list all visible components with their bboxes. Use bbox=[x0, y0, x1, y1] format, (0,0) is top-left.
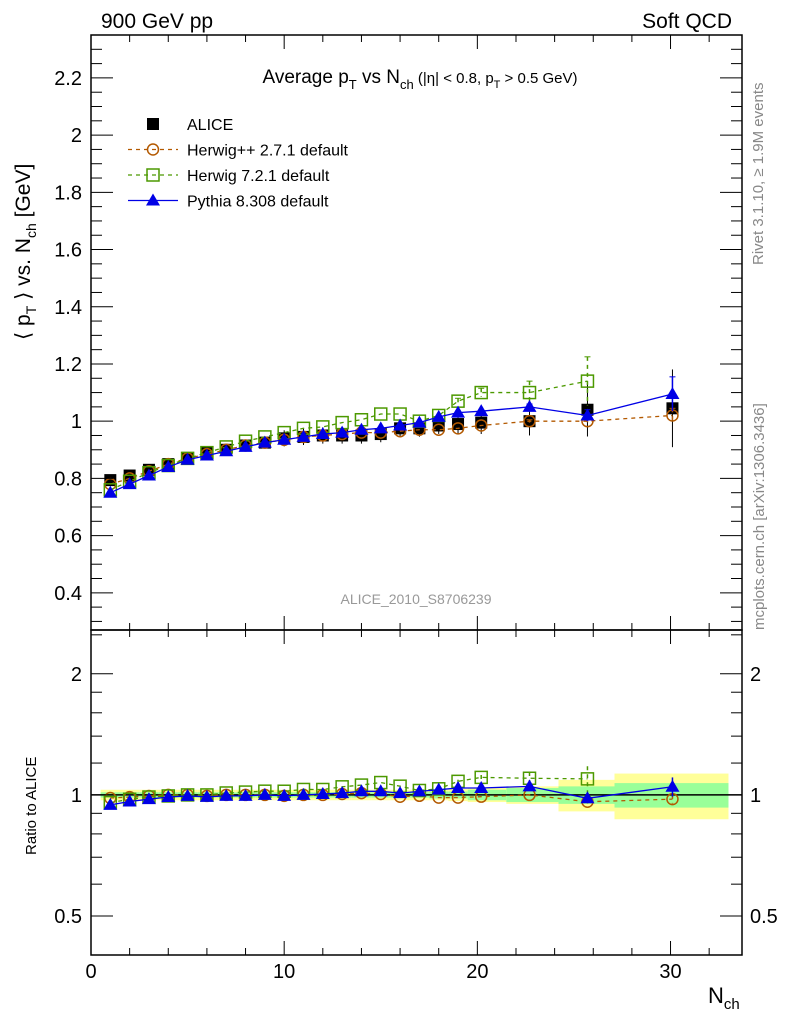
pythia-ratio-point bbox=[665, 779, 680, 792]
herwig7-line bbox=[110, 380, 588, 491]
y-tick-label: 1.6 bbox=[54, 240, 82, 262]
pythia-data-point bbox=[296, 429, 311, 442]
legend: ALICE Herwig++ 2.7.1 default Herwig 7.2.1 … bbox=[128, 117, 349, 211]
ratio-y-tick-label: 1 bbox=[71, 785, 82, 807]
pythia-data-point bbox=[451, 405, 466, 418]
pythia-ratio-point bbox=[451, 780, 466, 793]
pythia-data-point bbox=[103, 485, 118, 498]
pythia-ratio-point bbox=[335, 786, 350, 799]
herwig7-data-point bbox=[374, 407, 388, 421]
y-tick-label: 1.8 bbox=[54, 182, 82, 204]
pythia-data-point bbox=[122, 477, 137, 490]
legend-label-herwigpp: Herwig++ 2.7.1 default bbox=[187, 143, 349, 160]
pythia-ratio-point bbox=[315, 786, 330, 799]
x-tick-label: 30 bbox=[659, 961, 681, 983]
pythia-data-point bbox=[257, 435, 272, 448]
y-tick-label: 2 bbox=[71, 125, 82, 147]
x-tick-label: 0 bbox=[85, 961, 96, 983]
pythia-ratio-point bbox=[219, 788, 234, 801]
herwigpp-data-point bbox=[432, 423, 445, 437]
legend-marker-alice bbox=[147, 118, 159, 130]
pythia-data-point bbox=[277, 432, 292, 445]
herwig7-ratio-line bbox=[110, 776, 588, 804]
category-label: Soft QCD bbox=[642, 10, 732, 33]
y-tick-label: 0.4 bbox=[54, 583, 82, 605]
x-tick-label: 20 bbox=[466, 961, 488, 983]
pythia-ratio-point bbox=[412, 784, 427, 797]
herwig7-data-point bbox=[580, 374, 595, 388]
y-tick-label: 0.6 bbox=[54, 526, 82, 548]
pythia-data-point bbox=[412, 415, 427, 428]
pythia-ratio-point bbox=[103, 797, 118, 810]
herwigpp-line bbox=[110, 414, 673, 485]
y-tick-label: 0.8 bbox=[54, 468, 82, 490]
pythia-data-point bbox=[335, 425, 350, 438]
pythia-data-point bbox=[141, 468, 156, 481]
pythia-data-point bbox=[431, 409, 446, 422]
legend-marker-herwigpp bbox=[146, 143, 160, 156]
y-tick-label: 2.2 bbox=[54, 68, 82, 90]
pythia-data-point bbox=[522, 399, 537, 412]
legend-marker-herwig7 bbox=[146, 168, 160, 182]
ratio-y-tick-label-right: 1 bbox=[750, 785, 761, 807]
pythia-data-point bbox=[373, 421, 388, 434]
ratio-y-tick-label-right: 2 bbox=[750, 664, 761, 686]
mcplots-label: mcplots.cern.ch [arXiv:1306.3436] bbox=[751, 403, 768, 630]
pythia-ratio-point bbox=[238, 788, 253, 801]
pythia-ratio-point bbox=[373, 784, 388, 797]
herwig7-ratio-point bbox=[580, 772, 595, 786]
y-tick-label: 1 bbox=[71, 411, 82, 433]
pythia-ratio-point bbox=[393, 786, 408, 799]
pythia-ratio-point bbox=[180, 788, 195, 801]
ratio-y-tick-label: 2 bbox=[71, 664, 82, 686]
pythia-data-point bbox=[354, 422, 369, 435]
herwigpp-ratio-line bbox=[110, 792, 673, 803]
pythia-data-point bbox=[315, 427, 330, 440]
ratio-plot-frame bbox=[90, 629, 743, 956]
x-axis-label: Nch bbox=[708, 983, 740, 1013]
pythia-data-point bbox=[580, 408, 595, 421]
y-axis-label: ⟨ pT ⟩ vs. Nch [GeV] bbox=[12, 164, 39, 340]
legend-label-pythia: Pythia 8.308 default bbox=[187, 194, 329, 211]
pythia-ratio-point bbox=[277, 788, 292, 801]
pythia-data-point bbox=[161, 459, 176, 472]
pythia-ratio-point bbox=[474, 781, 489, 794]
ratio-y-tick-label-right: 0.5 bbox=[750, 906, 778, 928]
pythia-data-point bbox=[180, 452, 195, 465]
pythia-ratio-point bbox=[296, 787, 311, 800]
pythia-ratio-point bbox=[580, 791, 595, 804]
analysis-watermark: ALICE_2010_S8706239 bbox=[340, 591, 491, 607]
herwigpp-data-point bbox=[474, 419, 488, 432]
ratio-y-tick-label: 0.5 bbox=[54, 906, 82, 928]
pythia-ratio-point bbox=[354, 784, 369, 797]
herwigpp-data-point bbox=[523, 414, 536, 428]
energy-label: 900 GeV pp bbox=[101, 10, 213, 33]
ratio-axis-label: Ratio to ALICE bbox=[23, 757, 40, 855]
pythia-ratio-point bbox=[522, 779, 537, 792]
legend-label-alice: ALICE bbox=[187, 117, 233, 134]
pythia-data-point bbox=[474, 404, 489, 417]
x-tick-label: 10 bbox=[273, 961, 295, 983]
pythia-data-point bbox=[238, 439, 253, 452]
pythia-data-point bbox=[219, 444, 234, 457]
pythia-ratio-point bbox=[431, 782, 446, 795]
chart-title: Average pT vs Nch (|η| < 0.8, pT > 0.5 G… bbox=[262, 67, 577, 92]
herwig7-data-point bbox=[474, 385, 488, 400]
pythia-ratio-point bbox=[161, 789, 176, 802]
herwigpp-data-point bbox=[451, 422, 465, 435]
pythia-ratio-point bbox=[141, 792, 156, 805]
y-tick-label: 1.4 bbox=[54, 297, 82, 319]
rivet-label: Rivet 3.1.10, ≥ 1.9M events bbox=[750, 83, 767, 266]
pythia-data-point bbox=[393, 418, 408, 431]
pythia-ratio-point bbox=[122, 794, 137, 807]
legend-label-herwig7: Herwig 7.2.1 default bbox=[187, 168, 330, 185]
y-tick-label: 1.2 bbox=[54, 354, 82, 376]
pythia-ratio-point bbox=[199, 789, 214, 802]
pythia-data-point bbox=[199, 448, 214, 461]
pythia-data-point bbox=[665, 387, 680, 400]
legend-marker-pythia bbox=[146, 193, 160, 206]
herwig7-data-point bbox=[522, 385, 537, 400]
pythia-ratio-point bbox=[257, 787, 272, 800]
